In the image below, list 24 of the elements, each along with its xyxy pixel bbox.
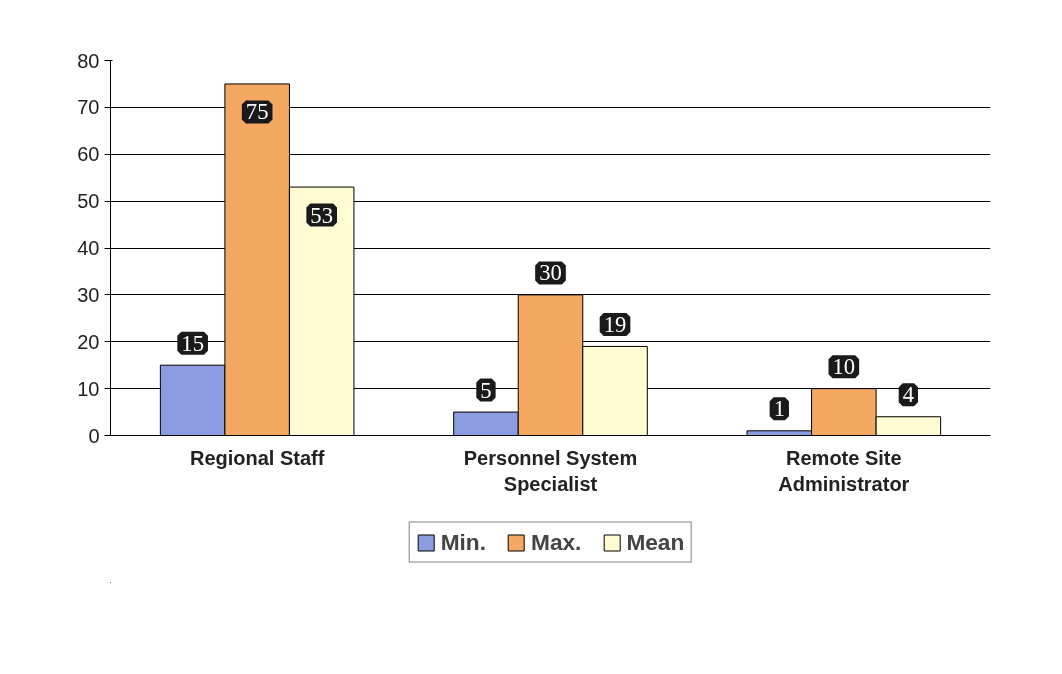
legend-label: Min.: [440, 528, 487, 556]
y-tick-label: 40: [77, 237, 100, 259]
data-label: 1: [773, 396, 785, 422]
data-label: 75: [245, 99, 269, 125]
data-label: 53: [310, 202, 334, 228]
y-tick-label: 80: [77, 49, 100, 72]
y-tick-label: 70: [77, 96, 100, 119]
y-tick-label: 30: [77, 283, 100, 306]
data-label: 19: [603, 311, 627, 337]
y-tick-label: 60: [77, 143, 100, 166]
data-label: 30: [539, 260, 562, 286]
y-tick-label: 10: [77, 377, 100, 400]
x-tick-label: Personnel System Specialist: [463, 446, 638, 495]
data-label: 15: [181, 330, 204, 356]
x-tick-label: Remote Site Administrator: [778, 446, 910, 495]
data-label: 4: [902, 382, 915, 408]
y-tick-label: 0: [88, 424, 100, 447]
data-label: 10: [832, 354, 856, 380]
x-tick-label: Regional Staff: [189, 446, 325, 469]
legend-label: Mean: [626, 528, 685, 556]
data-label: 5: [480, 377, 492, 403]
legend-label: Max.: [531, 528, 582, 556]
y-tick-label: 50: [77, 190, 100, 213]
y-tick-label: 20: [77, 330, 100, 353]
